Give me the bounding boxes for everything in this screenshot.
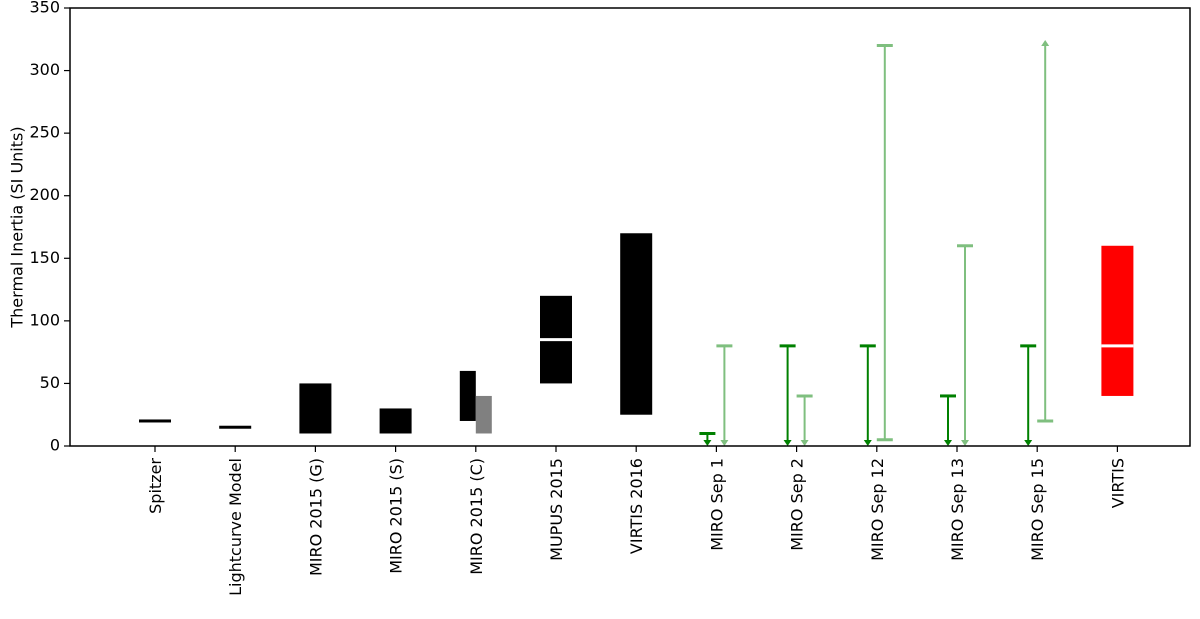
- y-tick-label: 250: [29, 123, 60, 142]
- x-tick-label: MIRO Sep 1: [707, 458, 726, 551]
- x-tick-label: MIRO 2015 (S): [387, 458, 406, 574]
- arrow-head: [1024, 440, 1033, 446]
- y-tick-label: 300: [29, 60, 60, 79]
- x-tick-label: MIRO 2015 (C): [467, 458, 486, 575]
- y-tick-label: 350: [29, 0, 60, 17]
- y-tick-label: 0: [50, 436, 60, 455]
- x-tick-label: MUPUS 2015: [547, 458, 566, 561]
- arrow-head: [800, 440, 809, 446]
- range-bar: [299, 383, 332, 434]
- x-tick-label: Spitzer: [146, 458, 165, 514]
- marker-line: [540, 338, 572, 342]
- marker-line: [139, 419, 171, 423]
- arrow-head: [720, 440, 729, 446]
- arrow-head: [703, 440, 712, 446]
- range-bar: [620, 233, 653, 415]
- x-tick-label: MIRO 2015 (G): [306, 458, 325, 576]
- y-tick-label: 150: [29, 248, 60, 267]
- marker-line: [1101, 344, 1134, 348]
- range-bar: [475, 395, 492, 434]
- arrow-head: [944, 440, 952, 446]
- range-bar: [459, 370, 476, 421]
- x-tick-label: Lightcurve Model: [226, 458, 245, 596]
- x-tick-label: VIRTIS 2016: [627, 458, 646, 554]
- x-tick-label: MIRO Sep 13: [948, 458, 967, 561]
- arrow-head: [863, 440, 872, 446]
- range-bar: [379, 408, 412, 434]
- y-axis-label: Thermal Inertia (SI Units): [8, 126, 27, 328]
- arrow-head: [783, 440, 792, 446]
- x-tick-label: VIRTIS: [1108, 458, 1127, 508]
- arrow-head: [1041, 40, 1050, 46]
- y-tick-label: 200: [29, 185, 60, 204]
- y-tick-label: 100: [29, 310, 60, 329]
- plot-frame: [69, 7, 1191, 447]
- x-tick-label: MIRO Sep 12: [868, 458, 887, 561]
- x-tick-label: MIRO Sep 15: [1028, 458, 1047, 561]
- x-tick-label: MIRO Sep 2: [788, 458, 807, 551]
- y-tick-label: 50: [40, 373, 60, 392]
- arrow-head: [961, 440, 969, 446]
- marker-line: [219, 425, 252, 429]
- range-bar: [1101, 245, 1134, 396]
